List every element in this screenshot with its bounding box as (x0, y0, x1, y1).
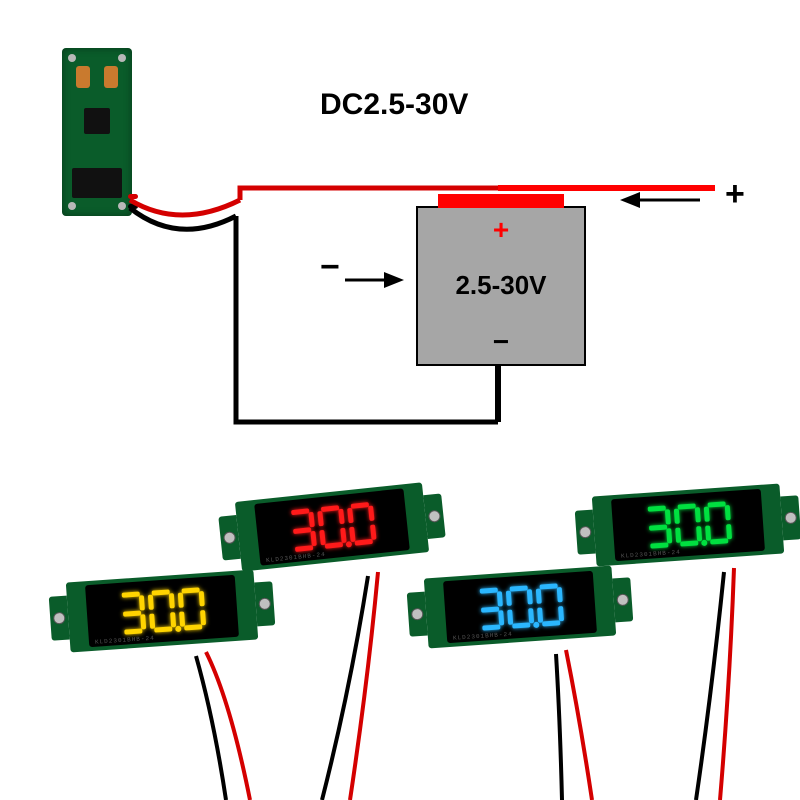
digit (535, 582, 564, 628)
digit (287, 507, 317, 553)
digit (177, 586, 206, 632)
battery-plus-sign: + (418, 214, 584, 246)
digit (703, 500, 732, 546)
battery-red-terminal (438, 194, 564, 208)
digit (317, 504, 347, 550)
digit (673, 502, 702, 548)
vm-yellow: KLD2301BHB-24 (48, 568, 276, 653)
digit (476, 586, 505, 632)
led-display: KLD2301BHB-24 (611, 489, 765, 561)
title-text: DC2.5-30V (320, 88, 468, 122)
vm-green: KLD2301BHB-24 (574, 482, 800, 567)
vm-red: KLD2301BHB-24 (217, 480, 447, 573)
pcb-module-back (62, 48, 132, 216)
negative-sign: − (320, 248, 340, 287)
led-display: KLD2301BHB-24 (85, 575, 239, 647)
digit (147, 588, 176, 634)
battery-label: 2.5-30V (418, 270, 584, 301)
digit (118, 590, 147, 636)
digit (505, 584, 534, 630)
digit (347, 501, 377, 547)
led-display: KLD2301BHB-24 (443, 571, 597, 643)
positive-sign: + (725, 175, 745, 214)
battery-minus-sign: − (418, 326, 584, 358)
vm-blue: KLD2301BHB-24 (406, 564, 634, 649)
digit (644, 504, 673, 550)
battery: + 2.5-30V − (416, 206, 586, 366)
